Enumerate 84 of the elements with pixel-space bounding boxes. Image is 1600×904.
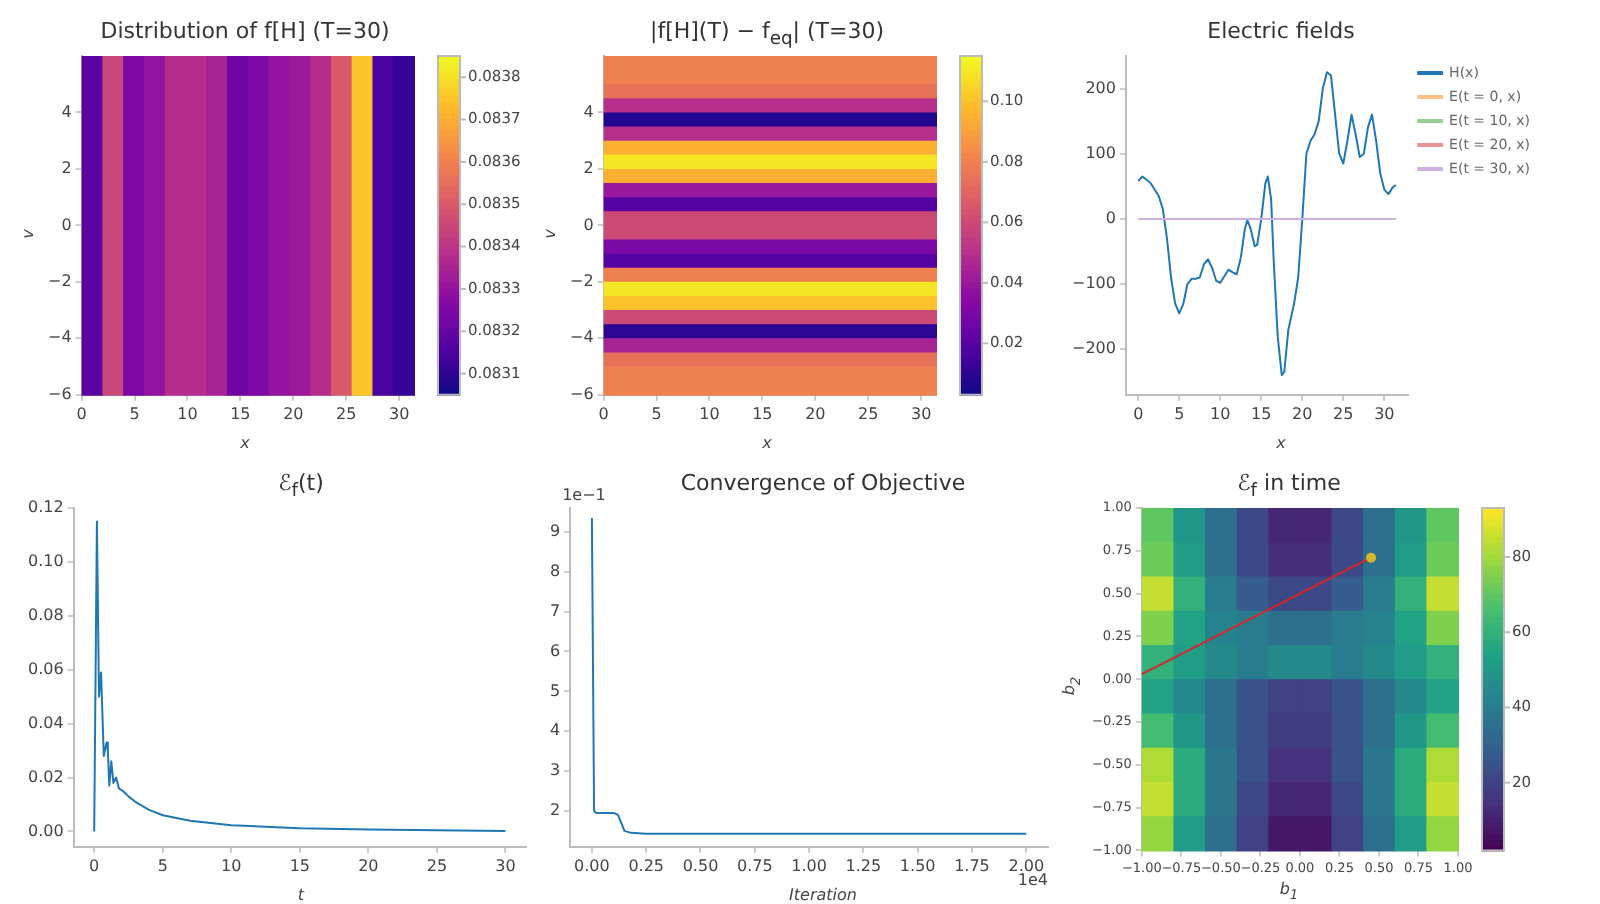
x-tick-label: 30 [495,856,516,875]
x-tick-label: 1.25 [845,856,882,875]
x-tick-label: 2.00 [1008,856,1045,875]
chart-title: |f[H](T) − f$_{eq}$| (T=30) [648,18,886,51]
x-axis-title: b$_{1}$ [1277,880,1301,904]
chart-title: Convergence of Objective [680,470,966,496]
x-tick-label: 25 [858,404,879,423]
x-axis-title: Iteration [787,886,859,904]
x-tick-label: 10 [699,404,720,423]
y-tick-label: 4 [549,721,561,740]
y-tick-label: 8 [549,561,561,580]
y-tick-label: 6 [549,641,561,660]
x-tick-label: 1.50 [899,856,936,875]
y-tick-label: 0.04 [28,713,64,732]
x-axis-title: x [760,434,774,452]
x-tick-label: 25 [336,404,357,423]
y-tick-label: 0 [1105,209,1116,228]
y-tick-label: 0 [583,215,594,234]
x-tick-label: 5 [129,404,140,423]
y-tick-label: 0.10 [28,552,64,571]
y-tick-label: 7 [549,601,561,620]
chart-title: Electric fields [1205,18,1357,44]
x-tick-label: 15 [230,404,251,423]
y-tick-label: 0.08 [28,605,64,624]
y-tick-label: −2 [569,272,594,291]
x-tick-label: 20 [1292,404,1313,423]
x-tick-label: 20 [805,404,826,423]
chart-title: ℰ$_{f}$ in time [1235,470,1343,503]
x-tick-label: 0 [76,404,87,423]
x-tick-label: 30 [1374,404,1395,423]
y-axis-title: v [19,229,37,239]
x-tick-label: 1.75 [954,856,990,875]
y-axis-title: v [541,229,559,239]
x-tick-label: 5 [157,856,168,875]
y-tick-label: 0.06 [28,659,64,678]
x-tick-label: 10 [1210,404,1231,423]
y-tick-label: −4 [569,328,594,347]
y-tick-label: 5 [549,681,561,700]
x-tick-label: 0.25 [628,856,665,875]
y-tick-label: −6 [569,384,594,403]
x-axis-title: x [1274,434,1288,452]
text: 1e4 [1017,870,1048,889]
x-tick-label: 5 [651,404,662,423]
y-tick-label: 200 [1085,78,1116,97]
x-tick-label: 15 [1251,404,1272,423]
x-tick-label: 0.50 [682,856,719,875]
y-tick-label: −6 [47,384,72,403]
x-tick-label: 15 [752,404,773,423]
y-tick-label: 9 [549,522,561,541]
y-tick-label: 4 [61,102,72,121]
x-tick-label: 1.00 [791,856,827,875]
y-tick-label: −100 [1071,274,1116,293]
x-tick-label: 25 [426,856,448,875]
chart-title: ℰ$_{f}$(t) [276,470,326,503]
y-tick-label: 0.02 [28,767,64,786]
y-tick-label: 0.12 [28,498,64,517]
y-tick-label: 0 [61,215,72,234]
y-tick-label: −200 [1071,339,1116,358]
y-tick-label: 100 [1085,143,1116,162]
x-tick-label: 10 [177,404,198,423]
y-tick-label: 2 [583,159,594,178]
x-tick-label: 0 [89,856,100,875]
text: 1e−1 [562,486,606,505]
x-tick-label: 0 [1133,404,1144,423]
x-tick-label: 30 [910,404,932,423]
y-tick-label: 4 [583,102,594,121]
y-tick-label: 3 [549,761,561,780]
y-tick-label: −4 [47,328,72,347]
x-tick-label: 30 [388,404,410,423]
x-axis-title: t [295,886,307,904]
y-tick-label: 2 [61,159,72,178]
x-tick-label: 5 [1174,404,1185,423]
chart-title: Distribution of f[H] (T=30) [98,18,392,44]
y-tick-label: −2 [47,272,72,291]
y-tick-label: 0.00 [28,821,64,840]
x-tick-label: 25 [1333,404,1354,423]
x-tick-label: 0.75 [736,856,773,875]
x-tick-label: 15 [289,856,310,875]
x-tick-label: 0 [598,404,609,423]
y-tick-label: 2 [549,801,561,820]
x-axis-title: x [238,434,252,452]
x-tick-label: 20 [358,856,379,875]
x-tick-label: 20 [283,404,304,423]
x-tick-label: 10 [221,856,242,875]
